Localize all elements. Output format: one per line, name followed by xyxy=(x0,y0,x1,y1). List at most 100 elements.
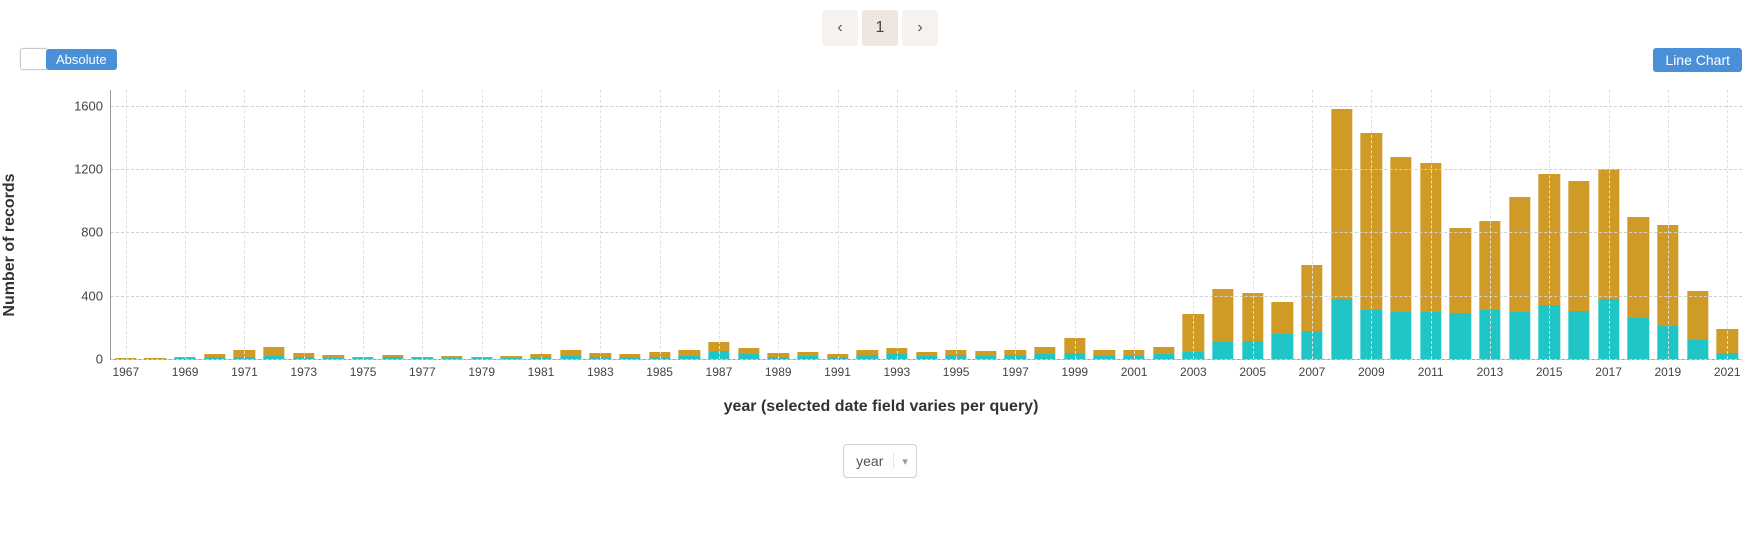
x-tick-label: 1985 xyxy=(646,359,673,379)
bar[interactable] xyxy=(1212,90,1233,359)
x-tick-label: 1987 xyxy=(706,359,733,379)
bar[interactable] xyxy=(738,90,759,359)
gridline xyxy=(111,296,1742,297)
vgridline xyxy=(719,90,720,359)
bar[interactable] xyxy=(1687,90,1708,359)
vgridline xyxy=(956,90,957,359)
bar[interactable] xyxy=(975,90,996,359)
bar[interactable] xyxy=(1153,90,1174,359)
bar[interactable] xyxy=(204,90,225,359)
bar-segment-b xyxy=(797,352,818,356)
date-field-dropdown[interactable]: year ▾ xyxy=(843,444,917,478)
bar[interactable] xyxy=(1509,90,1530,359)
pager-next-button[interactable]: › xyxy=(902,10,938,46)
vgridline xyxy=(1490,90,1491,359)
gridline xyxy=(111,232,1742,233)
x-tick-label: 1977 xyxy=(409,359,436,379)
gridline xyxy=(111,106,1742,107)
bar-segment-b xyxy=(738,348,759,354)
dropdown-value: year xyxy=(856,453,894,469)
pager-prev-button[interactable]: ‹ xyxy=(822,10,858,46)
line-chart-button[interactable]: Line Chart xyxy=(1653,48,1742,72)
bar-segment-a xyxy=(1450,313,1471,359)
vgridline xyxy=(660,90,661,359)
bar-segment-a xyxy=(1272,334,1293,359)
x-tick-label: 1989 xyxy=(765,359,792,379)
bar[interactable] xyxy=(1094,90,1115,359)
bar[interactable] xyxy=(797,90,818,359)
vgridline xyxy=(1193,90,1194,359)
x-tick-label: 2017 xyxy=(1595,359,1622,379)
bar[interactable] xyxy=(1568,90,1589,359)
y-tick-label: 0 xyxy=(96,352,111,367)
x-tick-label: 2003 xyxy=(1180,359,1207,379)
bar-segment-b xyxy=(975,351,996,356)
bar-segment-a xyxy=(1568,311,1589,359)
absolute-toggle[interactable]: Absolute xyxy=(20,48,117,70)
bar[interactable] xyxy=(679,90,700,359)
bar[interactable] xyxy=(1034,90,1055,359)
vgridline xyxy=(1549,90,1550,359)
toggle-handle-icon xyxy=(20,48,48,70)
x-tick-label: 1991 xyxy=(824,359,851,379)
bar[interactable] xyxy=(1272,90,1293,359)
bar-segment-b xyxy=(1272,302,1293,334)
bar-segment-b xyxy=(441,356,462,358)
vgridline xyxy=(1371,90,1372,359)
vgridline xyxy=(1312,90,1313,359)
bar-segment-b xyxy=(679,350,700,356)
x-tick-label: 1979 xyxy=(468,359,495,379)
bar[interactable] xyxy=(560,90,581,359)
x-tick-label: 1993 xyxy=(883,359,910,379)
app-root: ‹ 1 › Absolute Line Chart Number of reco… xyxy=(0,0,1760,545)
bars-layer xyxy=(111,90,1742,359)
toggle-label: Absolute xyxy=(46,49,117,70)
bar[interactable] xyxy=(916,90,937,359)
x-tick-label: 1973 xyxy=(290,359,317,379)
bar-segment-a xyxy=(1509,312,1530,359)
bar-segment-a xyxy=(1212,342,1233,359)
pager-page-button[interactable]: 1 xyxy=(862,10,898,46)
bar-segment-a xyxy=(1390,312,1411,359)
vgridline xyxy=(422,90,423,359)
vgridline xyxy=(126,90,127,359)
vgridline xyxy=(482,90,483,359)
bar-segment-b xyxy=(1390,157,1411,311)
bar-segment-b xyxy=(916,352,937,356)
bar[interactable] xyxy=(1331,90,1352,359)
bar[interactable] xyxy=(145,90,166,359)
bar-segment-b xyxy=(263,347,284,356)
vgridline xyxy=(838,90,839,359)
bar[interactable] xyxy=(501,90,522,359)
vgridline xyxy=(600,90,601,359)
vgridline xyxy=(1727,90,1728,359)
bar[interactable] xyxy=(441,90,462,359)
bar-segment-b xyxy=(501,356,522,358)
y-tick-label: 800 xyxy=(81,225,111,240)
bar[interactable] xyxy=(323,90,344,359)
vgridline xyxy=(1431,90,1432,359)
bar-segment-b xyxy=(1568,181,1589,311)
vgridline xyxy=(363,90,364,359)
bar-segment-a xyxy=(1331,299,1352,359)
y-tick-label: 1600 xyxy=(74,98,111,113)
x-tick-label: 2015 xyxy=(1536,359,1563,379)
x-axis-label: year (selected date field varies per que… xyxy=(724,398,1039,416)
y-tick-label: 1200 xyxy=(74,162,111,177)
gridline xyxy=(111,169,1742,170)
bar[interactable] xyxy=(263,90,284,359)
bar[interactable] xyxy=(619,90,640,359)
bar-segment-b xyxy=(1687,291,1708,340)
vgridline xyxy=(244,90,245,359)
x-tick-label: 2005 xyxy=(1239,359,1266,379)
vgridline xyxy=(1668,90,1669,359)
bar[interactable] xyxy=(1390,90,1411,359)
bar[interactable] xyxy=(1628,90,1649,359)
bar-segment-b xyxy=(1331,109,1352,299)
bar[interactable] xyxy=(1450,90,1471,359)
bar-segment-b xyxy=(1153,347,1174,354)
bar-segment-b xyxy=(619,354,640,357)
bar[interactable] xyxy=(382,90,403,359)
bar[interactable] xyxy=(857,90,878,359)
y-axis-label: Number of records xyxy=(1,173,19,316)
